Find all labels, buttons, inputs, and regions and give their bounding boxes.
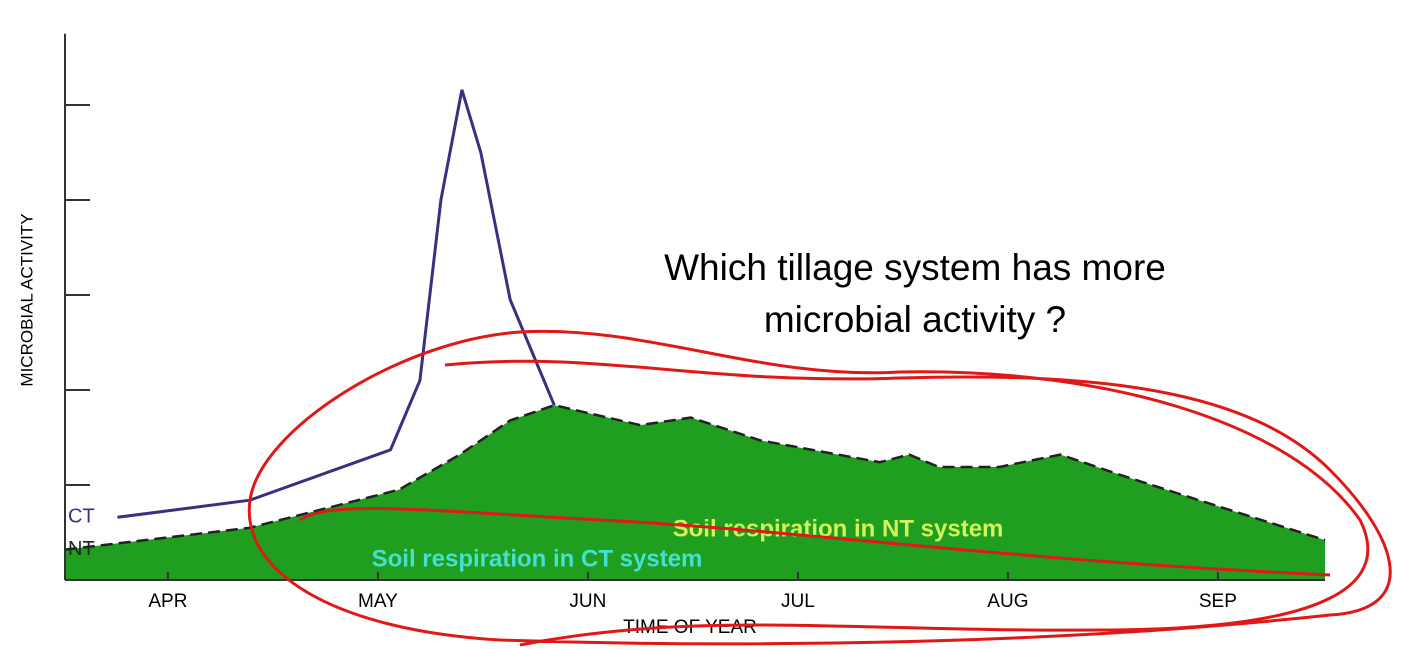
x-tick-label: SEP [1199, 591, 1237, 612]
scribble [247, 329, 1392, 647]
nt-line [64, 403, 1326, 551]
x-tick-label: JUN [569, 591, 606, 612]
question: microbial activity ? [764, 299, 1066, 340]
x-tick-label: APR [148, 591, 187, 612]
x-tick-label: JUL [781, 591, 815, 612]
x-tick-label: AUG [987, 591, 1028, 612]
series-label: NT [68, 538, 95, 560]
question: Which tillage system has more [664, 247, 1166, 288]
annotation: Soil respiration in CT system [372, 545, 703, 572]
series-label: CT [68, 506, 95, 528]
x-tick-label: MAY [358, 591, 398, 612]
nt-area [65, 405, 1325, 580]
y-axis-label: MICROBIAL ACTIVITY [17, 213, 36, 386]
ct-line [117, 89, 556, 519]
